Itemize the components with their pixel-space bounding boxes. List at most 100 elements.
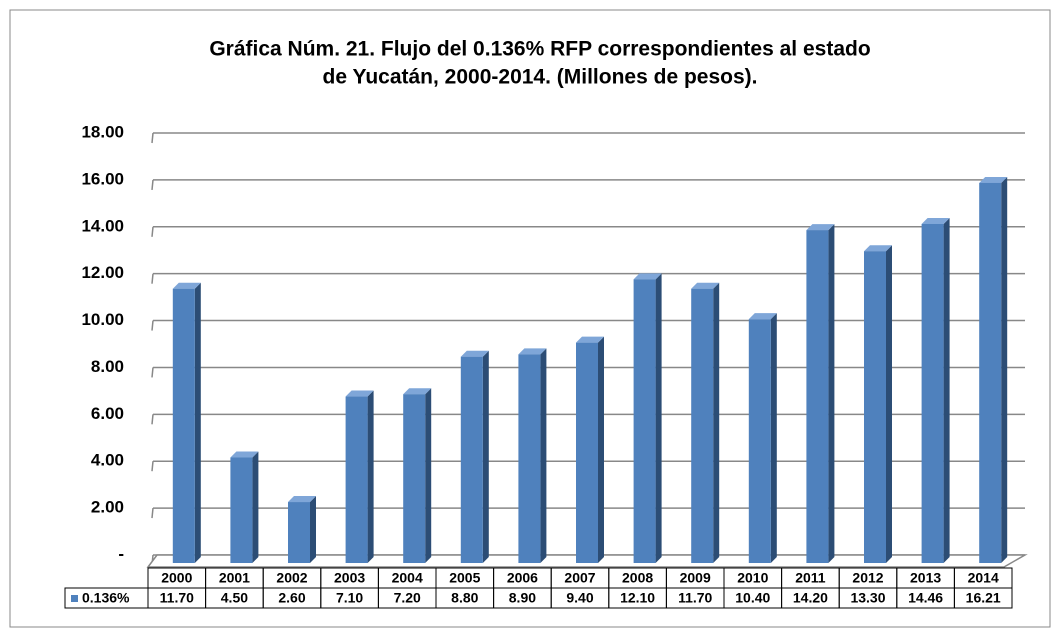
x-tick-label: 2009: [680, 570, 711, 586]
data-label: 9.40: [566, 590, 593, 606]
y-tick-label: 16.00: [81, 169, 124, 188]
x-tick-label: 2008: [622, 570, 653, 586]
bar-top: [576, 336, 604, 343]
bar-top: [806, 224, 835, 231]
bar-side: [886, 245, 892, 563]
y-tick-label: 18.00: [81, 122, 124, 141]
bar: [518, 354, 541, 563]
y-tick-label: 2.00: [91, 498, 124, 517]
chart-title: de Yucatán, 2000-2014. (Millones de peso…: [323, 66, 758, 89]
data-label: 13.30: [850, 590, 885, 606]
data-label: 8.80: [451, 590, 478, 606]
bar-top: [460, 350, 489, 357]
bar-side: [598, 336, 604, 563]
bar: [633, 279, 656, 563]
bar-top: [172, 282, 201, 289]
bar-side: [770, 313, 777, 563]
bar-side: [252, 451, 259, 563]
y-tick-label: 14.00: [81, 216, 124, 235]
data-label: 11.70: [678, 590, 712, 606]
x-tick-label: 2000: [161, 570, 192, 586]
x-tick-label: 2011: [795, 570, 826, 586]
bar-side: [655, 273, 662, 563]
x-tick-label: 2004: [392, 570, 423, 586]
bar: [979, 182, 1002, 563]
grid-line: [151, 414, 154, 425]
data-label: 7.20: [394, 590, 421, 606]
bar: [921, 223, 944, 563]
grid-line: [151, 508, 154, 519]
bar-top: [748, 313, 777, 320]
y-tick-label: -: [118, 544, 124, 563]
grid-line: [151, 132, 154, 144]
bar: [864, 251, 886, 563]
y-tick-label: 4.00: [91, 451, 124, 470]
bar: [691, 288, 714, 563]
bar-side: [540, 348, 547, 563]
bar: [576, 342, 598, 563]
x-tick-label: 2001: [219, 570, 250, 586]
bar-side: [425, 388, 432, 563]
data-label: 8.90: [509, 590, 536, 606]
y-tick-label: 10.00: [81, 310, 124, 329]
data-label: 12.10: [620, 590, 655, 606]
x-tick-label: 2012: [852, 570, 883, 586]
data-label: 11.70: [160, 590, 194, 606]
x-tick-label: 2003: [334, 570, 365, 586]
bar-top: [921, 217, 950, 224]
bar-top: [345, 390, 374, 397]
data-label: 10.40: [735, 590, 770, 606]
bar: [806, 230, 829, 564]
bar-top: [979, 176, 1008, 183]
bar-side: [482, 350, 489, 563]
bar-top: [518, 348, 547, 355]
data-label: 2.60: [278, 590, 305, 606]
bar-top: [633, 273, 662, 280]
bar: [403, 394, 426, 563]
x-tick-label: 2006: [507, 570, 538, 586]
bar-side: [943, 217, 950, 563]
legend-label: 0.136%: [82, 590, 130, 606]
bar-top: [288, 496, 316, 503]
grid-line: [151, 461, 154, 472]
bar-top: [691, 282, 720, 289]
x-tick-label: 2013: [910, 570, 941, 586]
bar-top: [230, 451, 259, 458]
grid-line: [151, 273, 154, 284]
bar: [230, 457, 253, 563]
y-tick-label: 12.00: [81, 263, 124, 282]
bar-side: [367, 390, 374, 563]
x-tick-label: 2007: [564, 570, 595, 586]
data-label: 14.20: [793, 590, 828, 606]
x-tick-label: 2002: [276, 570, 307, 586]
data-label: 7.10: [336, 590, 363, 606]
data-label: 16.21: [966, 590, 1001, 606]
bar-side: [310, 496, 316, 563]
x-tick-label: 2014: [968, 570, 999, 586]
bar-top: [403, 388, 432, 395]
bar-side: [194, 282, 201, 563]
table-cell: [953, 587, 1013, 609]
bar: [172, 288, 195, 563]
bar-side: [828, 224, 835, 564]
bar-side: [713, 282, 720, 563]
grid-line: [151, 179, 154, 190]
x-tick-label: 2010: [737, 570, 768, 586]
data-label: 14.46: [908, 590, 943, 606]
legend-swatch: [71, 595, 78, 602]
y-tick-label: 8.00: [91, 357, 124, 376]
bar-side: [1001, 176, 1008, 563]
grid-line: [151, 226, 154, 237]
y-tick-label: 6.00: [91, 404, 124, 423]
bar: [345, 396, 368, 563]
grid-line: [151, 320, 154, 331]
bar-top: [864, 245, 892, 252]
bar: [460, 356, 483, 563]
bar: [288, 502, 310, 563]
chart-title: Gráfica Núm. 21. Flujo del 0.136% RFP co…: [209, 38, 870, 61]
grid-line: [151, 367, 154, 378]
x-tick-label: 2005: [449, 570, 480, 586]
bar: [748, 319, 771, 563]
data-label: 4.50: [221, 590, 248, 606]
